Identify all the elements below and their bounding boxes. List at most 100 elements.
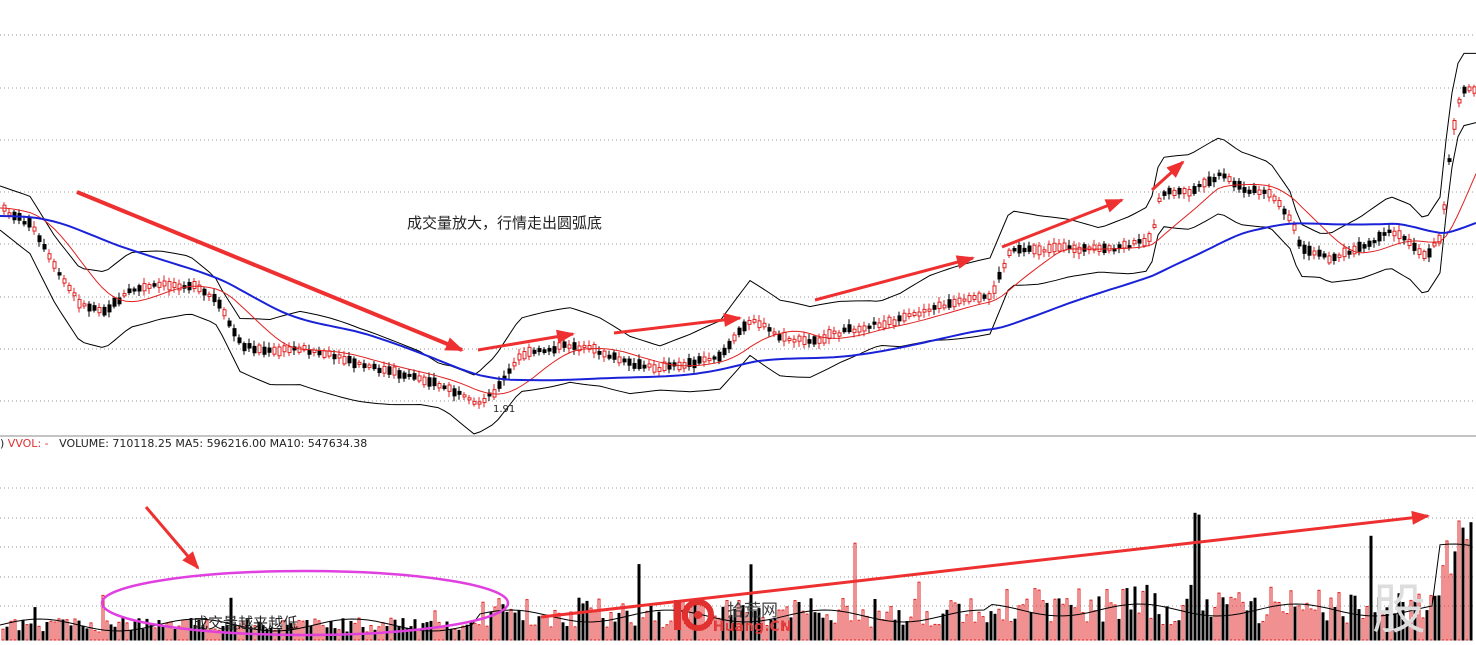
volume-bar bbox=[1009, 621, 1013, 641]
price-annotation: 成交量放大，行情走出圆弧底 bbox=[407, 214, 603, 232]
candle-body bbox=[1447, 158, 1452, 163]
candle-body bbox=[1082, 244, 1087, 252]
downtrend-arrow bbox=[76, 190, 463, 352]
volume-bar bbox=[77, 620, 81, 641]
candle-body bbox=[1087, 246, 1092, 251]
volume-bar bbox=[1197, 514, 1201, 641]
volume-bar bbox=[1025, 598, 1029, 641]
volume-bar bbox=[1401, 602, 1405, 641]
candle-body bbox=[912, 311, 917, 317]
volume-bar bbox=[1125, 588, 1129, 641]
volume-bar bbox=[1045, 602, 1049, 641]
candle-body bbox=[1252, 185, 1257, 194]
volume-bar bbox=[969, 598, 973, 641]
candle-body bbox=[1037, 245, 1042, 256]
volume-bar bbox=[401, 618, 405, 641]
volume-bar bbox=[733, 609, 737, 641]
volume-bar bbox=[341, 618, 345, 641]
candle-body bbox=[977, 292, 982, 303]
volume-bar bbox=[1145, 584, 1149, 641]
volume-bar bbox=[597, 598, 601, 641]
volume-bar bbox=[509, 608, 513, 641]
candle-body bbox=[27, 217, 32, 228]
volume-bar bbox=[617, 612, 621, 641]
volume-bar bbox=[1457, 520, 1461, 641]
volume-bar bbox=[809, 598, 813, 641]
candle-body bbox=[1017, 244, 1022, 254]
candle-body bbox=[1387, 229, 1392, 233]
volume-bar bbox=[1461, 527, 1465, 641]
candle-body bbox=[657, 367, 662, 372]
volume-annotation: 成交量越来越低 bbox=[193, 614, 299, 632]
volume-bar bbox=[1381, 614, 1385, 641]
volume-bar bbox=[1433, 595, 1437, 641]
volume-bar bbox=[629, 622, 633, 641]
volume-bar bbox=[1069, 604, 1073, 641]
candle-body bbox=[497, 381, 502, 389]
candle-body bbox=[167, 281, 172, 291]
candle-body bbox=[1222, 173, 1227, 179]
candle-body bbox=[112, 297, 117, 307]
volume-bar bbox=[1409, 599, 1413, 641]
volume-bar bbox=[785, 606, 789, 641]
candle-body bbox=[462, 394, 467, 398]
volume-bar bbox=[305, 620, 309, 641]
volume-bar bbox=[1033, 588, 1037, 641]
volume-bar bbox=[885, 611, 889, 641]
volume-bar bbox=[1001, 619, 1005, 641]
candle-body bbox=[922, 308, 927, 313]
volume-bar bbox=[121, 617, 125, 641]
candle-body bbox=[932, 305, 937, 310]
candle-body bbox=[217, 299, 222, 309]
rise-arrow-4 bbox=[1001, 198, 1123, 249]
watermark-cn: 拾荒网 bbox=[727, 601, 778, 621]
volume-bar bbox=[797, 602, 801, 641]
candle-body bbox=[412, 373, 417, 380]
candle-body bbox=[467, 397, 472, 401]
volume-bar bbox=[201, 624, 205, 641]
volume-bar bbox=[1313, 609, 1317, 641]
candle-body bbox=[1367, 240, 1372, 247]
volume-bar bbox=[537, 616, 541, 641]
volume-bar bbox=[757, 608, 761, 641]
candle-body bbox=[1317, 249, 1322, 257]
volume-bar bbox=[553, 610, 557, 641]
candle-body bbox=[352, 358, 357, 369]
candle-body bbox=[162, 280, 167, 287]
volume-bar bbox=[1373, 612, 1377, 641]
candle-body bbox=[1407, 238, 1412, 247]
volume-bar bbox=[1469, 522, 1473, 641]
volume-bar bbox=[737, 600, 741, 641]
candle-body bbox=[692, 359, 697, 369]
candle-body bbox=[1077, 246, 1082, 254]
volume-bar bbox=[1213, 607, 1217, 641]
watermark-en: Huang.CN bbox=[713, 619, 792, 635]
volume-bar bbox=[65, 619, 69, 641]
candle-body bbox=[547, 347, 552, 352]
candle-body bbox=[257, 344, 262, 354]
candle-body bbox=[1332, 253, 1337, 261]
candle-body bbox=[1032, 244, 1037, 255]
candle-body bbox=[997, 271, 1002, 280]
volume-bar bbox=[1109, 602, 1113, 641]
volume-bar bbox=[865, 615, 869, 641]
volume-bar bbox=[129, 630, 133, 641]
candle-body bbox=[1277, 199, 1282, 208]
volume-bar bbox=[41, 631, 45, 641]
volume-bar bbox=[1013, 618, 1017, 641]
volume-bar bbox=[441, 626, 445, 641]
volume-bar bbox=[253, 625, 257, 641]
candle-body bbox=[747, 319, 752, 325]
candle-body bbox=[407, 373, 412, 377]
volume-bar bbox=[113, 626, 117, 641]
volume-bar bbox=[421, 623, 425, 641]
candle-body bbox=[872, 321, 877, 325]
candle-body bbox=[387, 366, 392, 375]
candle-body bbox=[332, 354, 337, 360]
candle-body bbox=[777, 334, 782, 341]
candle-body bbox=[557, 342, 562, 350]
volume-bar bbox=[985, 622, 989, 641]
candle-body bbox=[97, 306, 102, 314]
volume-bar bbox=[1169, 624, 1173, 641]
